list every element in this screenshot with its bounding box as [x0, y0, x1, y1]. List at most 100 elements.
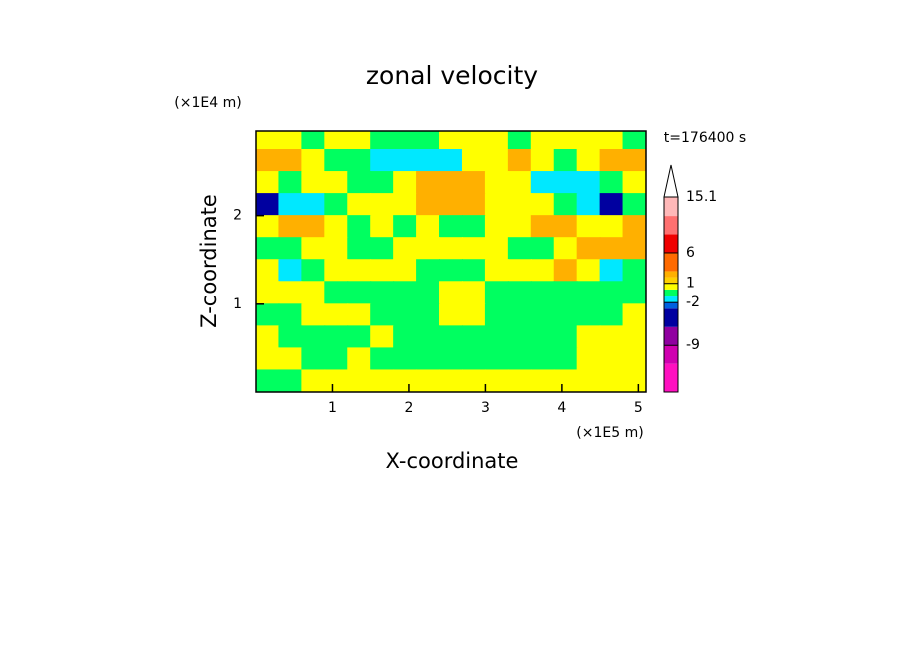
contour-cell	[599, 215, 624, 239]
colorbar-tick-label: -9	[686, 337, 700, 353]
colorbar-segment	[664, 302, 678, 309]
contour-cell	[324, 347, 349, 371]
colorbar-segment	[664, 363, 678, 392]
contour-cell	[278, 171, 303, 195]
contour-cell	[416, 281, 441, 305]
contour-cell	[347, 369, 372, 392]
y-tick-label: 2	[233, 208, 242, 224]
contour-cell	[507, 325, 532, 349]
contour-cell	[256, 347, 280, 371]
x-tick-label: 5	[634, 400, 643, 416]
contour-cell	[439, 325, 463, 349]
contour-cell	[393, 259, 418, 283]
contour-cell	[278, 281, 303, 305]
contour-cell	[599, 131, 624, 151]
contour-cell	[324, 325, 349, 349]
contour-cell	[461, 193, 486, 217]
contour-cell	[553, 347, 578, 371]
contour-cell	[416, 303, 441, 327]
contour-cell	[507, 347, 532, 371]
x-axis-label: X-coordinate	[386, 449, 519, 473]
y-axis-label: Z-coordinate	[197, 194, 221, 328]
colorbar-segment	[664, 308, 678, 327]
contour-cell	[484, 281, 509, 305]
y-tick-label: 1	[233, 296, 242, 312]
contour-cell	[576, 281, 601, 305]
plot-frame	[255, 130, 647, 393]
colorbar-segment	[664, 345, 678, 364]
contour-cell	[576, 193, 601, 217]
contour-cell	[439, 215, 463, 239]
contour-cell	[439, 131, 463, 151]
contour-cell	[256, 237, 280, 261]
contour-cell	[439, 193, 463, 217]
contour-cell	[393, 193, 418, 217]
x-tick-label: 2	[404, 400, 413, 416]
contour-cell	[416, 171, 441, 195]
contour-cell	[347, 149, 372, 173]
contour-cell	[324, 369, 349, 392]
contour-cell	[461, 303, 486, 327]
contour-cell	[256, 215, 280, 239]
contour-cell	[507, 303, 532, 327]
contour-cell	[347, 193, 372, 217]
colorbar-segment	[664, 234, 678, 253]
contour-cell	[461, 325, 486, 349]
contour-cell	[530, 369, 555, 392]
x-tick-label: 4	[557, 400, 566, 416]
contour-field	[256, 131, 646, 392]
contour-cell	[301, 281, 326, 305]
contour-cell	[278, 131, 303, 151]
contour-cell	[530, 193, 555, 217]
contour-cell	[393, 347, 418, 371]
contour-cell	[347, 325, 372, 349]
contour-cell	[324, 149, 349, 173]
contour-cell	[416, 347, 441, 371]
contour-cell	[439, 171, 463, 195]
contour-cell	[622, 215, 646, 239]
contour-cell	[553, 149, 578, 173]
time-label: t=176400 s	[664, 130, 746, 146]
contour-cell	[553, 171, 578, 195]
contour-cell	[599, 369, 624, 392]
contour-cell	[256, 171, 280, 195]
contour-cell	[576, 259, 601, 283]
contour-cell	[553, 259, 578, 283]
contour-cell	[576, 347, 601, 371]
contour-cell	[301, 303, 326, 327]
colorbar-tick-label: 15.1	[686, 189, 717, 205]
contour-cell	[576, 237, 601, 261]
contour-cell	[324, 303, 349, 327]
contour-cell	[553, 303, 578, 327]
contour-cell	[256, 131, 280, 151]
contour-cell	[370, 149, 395, 173]
contour-cell	[347, 171, 372, 195]
x-tick-label: 1	[328, 400, 337, 416]
contour-cell	[553, 369, 578, 392]
contour-cell	[439, 149, 463, 173]
contour-cell	[301, 259, 326, 283]
contour-cell	[553, 281, 578, 305]
contour-cell	[507, 237, 532, 261]
contour-cell	[576, 131, 601, 151]
contour-cell	[439, 303, 463, 327]
colorbar-segment	[664, 216, 678, 235]
contour-cell	[370, 281, 395, 305]
contour-cell	[530, 149, 555, 173]
contour-cell	[530, 281, 555, 305]
contour-cell	[439, 347, 463, 371]
contour-cell	[461, 149, 486, 173]
contour-cell	[370, 237, 395, 261]
contour-cell	[370, 347, 395, 371]
contour-cell	[324, 259, 349, 283]
contour-cell	[622, 303, 646, 327]
contour-cell	[484, 369, 509, 392]
contour-cell	[576, 303, 601, 327]
contour-cell	[324, 193, 349, 217]
contour-cell	[256, 259, 280, 283]
contour-cell	[416, 237, 441, 261]
contour-cell	[599, 171, 624, 195]
contour-cell	[301, 347, 326, 371]
chart-title: zonal velocity	[366, 61, 538, 90]
contour-cell	[393, 149, 418, 173]
